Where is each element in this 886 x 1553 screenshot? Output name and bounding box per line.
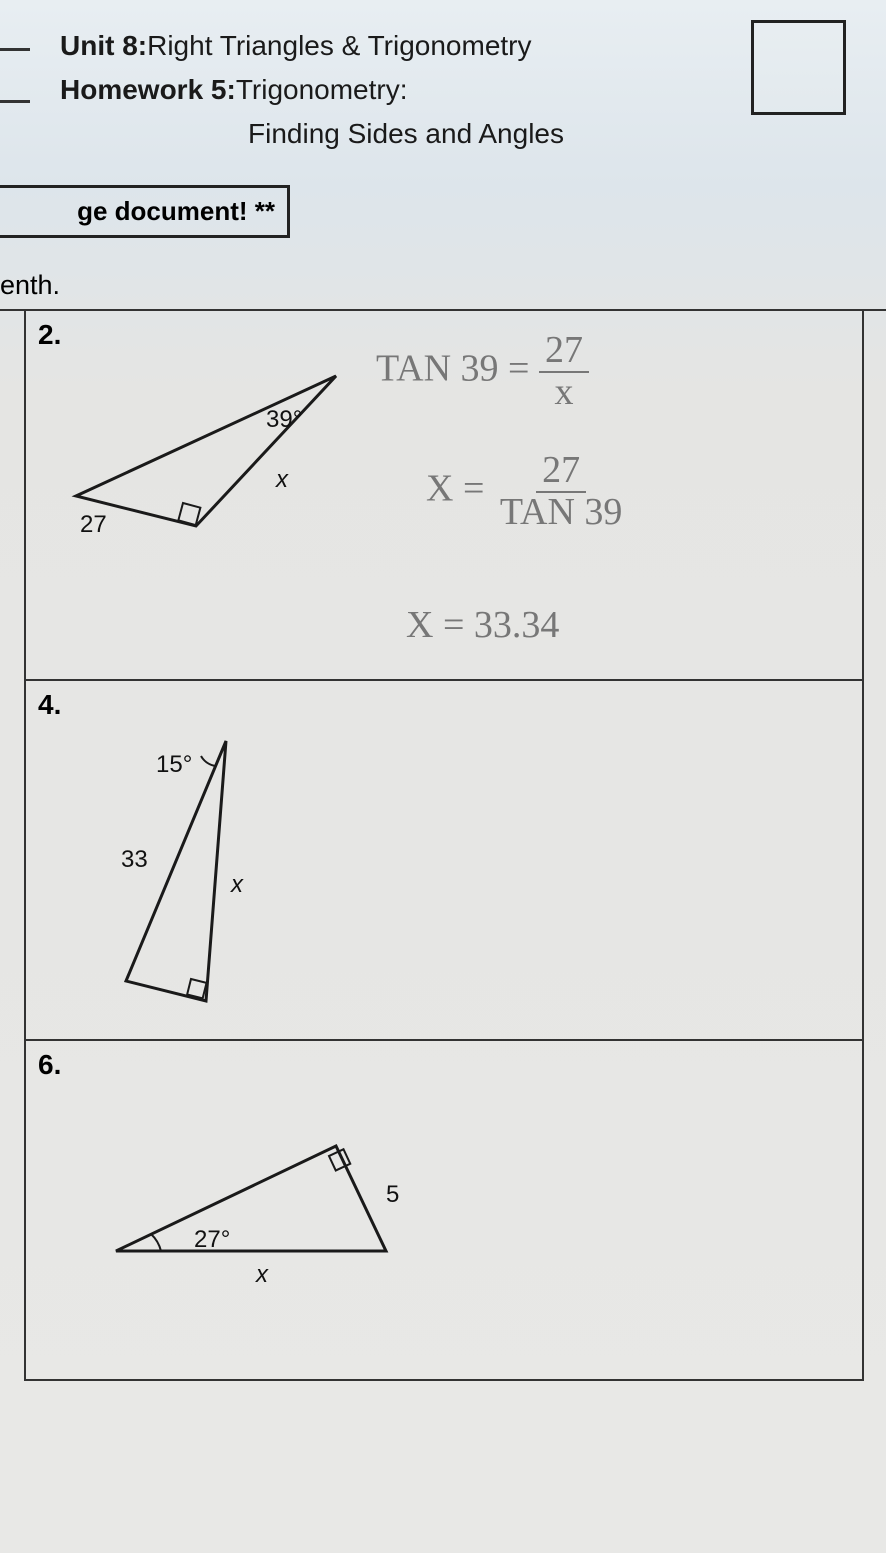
side-x-6: x xyxy=(256,1261,268,1289)
work-line1-den: x xyxy=(548,373,579,413)
side-27: 27 xyxy=(80,511,107,539)
problem-6: 6. 27° 5 x xyxy=(24,1041,862,1381)
score-box xyxy=(751,20,846,115)
side-33: 33 xyxy=(121,846,148,874)
side-x-2: x xyxy=(276,466,288,494)
unit-line: Unit 8: Right Triangles & Trigonometry xyxy=(60,30,866,62)
problem-number: 2. xyxy=(38,319,61,351)
page-doc-fragment: ge document! ** xyxy=(0,185,290,238)
problem-2: 2. 39° 27 x TAN 39 = 27 x X = 27 TAN 39 … xyxy=(24,311,862,681)
problems-container: 2. 39° 27 x TAN 39 = 27 x X = 27 TAN 39 … xyxy=(0,311,864,1381)
problem-4: 4. 15° 33 x xyxy=(24,681,862,1041)
hw-title: Trigonometry: xyxy=(236,74,408,106)
problem-number: 6. xyxy=(38,1049,61,1081)
problem-number: 4. xyxy=(38,689,61,721)
tenth-fragment: enth. xyxy=(0,266,886,311)
work-line1-num: 27 xyxy=(539,331,589,373)
side-5: 5 xyxy=(386,1181,399,1209)
work-line2-den: TAN 39 xyxy=(494,493,629,533)
side-x-4: x xyxy=(231,871,243,899)
angle-39: 39° xyxy=(266,406,302,434)
work-line1-left: TAN 39 = xyxy=(376,348,529,390)
work-line2-num: 27 xyxy=(536,451,586,493)
angle-27: 27° xyxy=(194,1226,230,1254)
angle-15: 15° xyxy=(156,751,192,779)
work-line3: X = 33.34 xyxy=(406,606,559,646)
worksheet-header: Unit 8: Right Triangles & Trigonometry H… xyxy=(0,0,886,160)
work-line1: TAN 39 = 27 x xyxy=(376,331,589,413)
hw-label: Homework 5: xyxy=(60,74,236,106)
unit-title: Right Triangles & Trigonometry xyxy=(147,30,531,62)
homework-line: Homework 5: Trigonometry: xyxy=(60,74,866,106)
triangle-6 xyxy=(86,1101,426,1281)
work-line2: X = 27 TAN 39 xyxy=(426,451,628,533)
hw-subtitle: Finding Sides and Angles xyxy=(248,118,866,150)
work-line2-left: X = xyxy=(426,468,484,510)
unit-label: Unit 8: xyxy=(60,30,147,62)
